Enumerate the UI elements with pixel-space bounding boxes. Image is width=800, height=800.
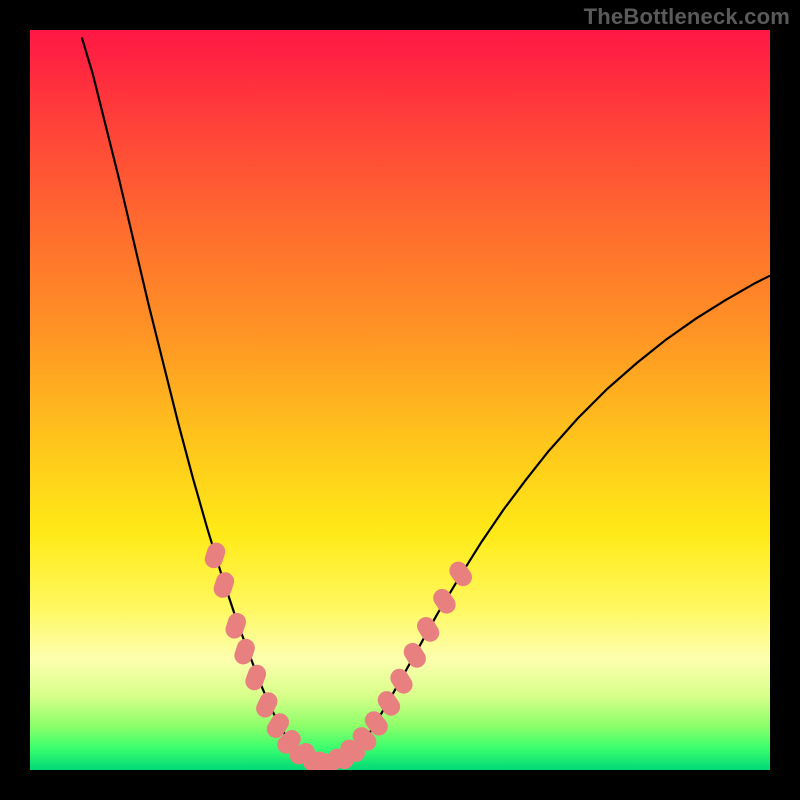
gradient-background	[30, 30, 770, 770]
plot-area	[30, 30, 770, 770]
watermark-text: TheBottleneck.com	[584, 4, 790, 30]
plot-svg	[30, 30, 770, 770]
chart-container: TheBottleneck.com	[0, 0, 800, 800]
